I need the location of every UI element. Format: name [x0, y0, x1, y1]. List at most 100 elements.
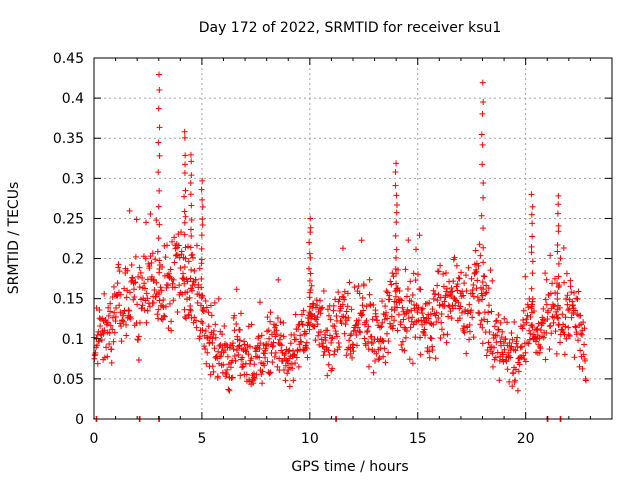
data-point: [416, 232, 423, 239]
data-point: [127, 289, 134, 296]
data-point: [123, 332, 130, 339]
data-point: [107, 300, 114, 307]
data-point: [461, 280, 468, 287]
data-point: [131, 294, 138, 301]
data-point: [328, 339, 335, 346]
data-point: [151, 287, 158, 294]
data-point: [481, 316, 488, 323]
data-point: [479, 141, 486, 148]
data-point: [275, 276, 282, 283]
data-point: [106, 340, 113, 347]
data-point: [460, 323, 467, 330]
data-point: [382, 309, 389, 316]
data-point: [303, 330, 310, 337]
data-point: [198, 245, 205, 252]
data-point: [198, 232, 205, 239]
data-point: [528, 249, 535, 256]
data-point: [174, 308, 181, 315]
data-point: [543, 276, 550, 283]
data-point: [155, 169, 162, 176]
data-point: [182, 161, 189, 168]
data-point: [209, 339, 216, 346]
data-point: [562, 323, 569, 330]
data-point: [555, 315, 562, 322]
data-point: [184, 288, 191, 295]
data-point: [169, 238, 176, 245]
y-tick-label: 0.15: [53, 292, 84, 308]
data-point: [153, 217, 160, 224]
data-point: [306, 294, 313, 301]
data-point: [388, 313, 395, 320]
data-point: [136, 283, 143, 290]
data-point: [354, 321, 361, 328]
data-point: [363, 317, 370, 324]
data-point: [366, 276, 373, 283]
data-point: [257, 340, 264, 347]
data-point: [181, 134, 188, 141]
data-point: [394, 304, 401, 311]
data-point: [435, 268, 442, 275]
data-point: [512, 347, 519, 354]
data-point: [554, 248, 561, 255]
data-point: [187, 151, 194, 158]
data-point: [506, 378, 513, 385]
data-point: [500, 340, 507, 347]
data-point: [333, 330, 340, 337]
data-point: [554, 242, 561, 249]
data-point: [131, 286, 138, 293]
data-point: [409, 314, 416, 321]
data-point: [203, 360, 210, 367]
data-point: [393, 192, 400, 199]
data-point: [575, 288, 582, 295]
data-point: [409, 292, 416, 299]
data-point: [392, 182, 399, 189]
data-point: [187, 180, 194, 187]
data-point: [105, 304, 112, 311]
data-point: [212, 334, 219, 341]
data-point: [516, 361, 523, 368]
data-point: [537, 327, 544, 334]
data-point: [484, 318, 491, 325]
data-point: [359, 302, 366, 309]
data-point: [455, 274, 462, 281]
data-point: [317, 328, 324, 335]
data-point: [392, 168, 399, 175]
data-point: [306, 239, 313, 246]
data-point: [445, 313, 452, 320]
data-point: [192, 317, 199, 324]
data-point: [187, 302, 194, 309]
data-point: [121, 285, 128, 292]
data-point: [167, 266, 174, 273]
data-point: [240, 363, 247, 370]
data-point: [542, 296, 549, 303]
data-point: [426, 348, 433, 355]
data-point: [576, 363, 583, 370]
y-tick-label: 0.05: [53, 372, 84, 388]
data-point: [188, 202, 195, 209]
data-point: [133, 216, 140, 223]
data-point: [369, 316, 376, 323]
data-point: [509, 336, 516, 343]
data-point: [155, 203, 162, 210]
data-point: [463, 350, 470, 357]
data-point: [289, 365, 296, 372]
data-point: [181, 193, 188, 200]
data-point: [264, 314, 271, 321]
data-point: [408, 298, 415, 305]
data-point: [211, 299, 218, 306]
data-point: [248, 355, 255, 362]
data-point: [196, 333, 203, 340]
data-point: [144, 307, 151, 314]
data-point: [388, 281, 395, 288]
x-tick-label: 20: [517, 431, 535, 447]
data-point: [229, 342, 236, 349]
data-point: [478, 131, 485, 138]
data-point: [97, 322, 104, 329]
data-point: [573, 295, 580, 302]
data-point: [274, 363, 281, 370]
data-point: [370, 369, 377, 376]
data-point: [568, 289, 575, 296]
data-point: [529, 203, 536, 210]
data-point: [117, 291, 124, 298]
data-point: [333, 333, 340, 340]
